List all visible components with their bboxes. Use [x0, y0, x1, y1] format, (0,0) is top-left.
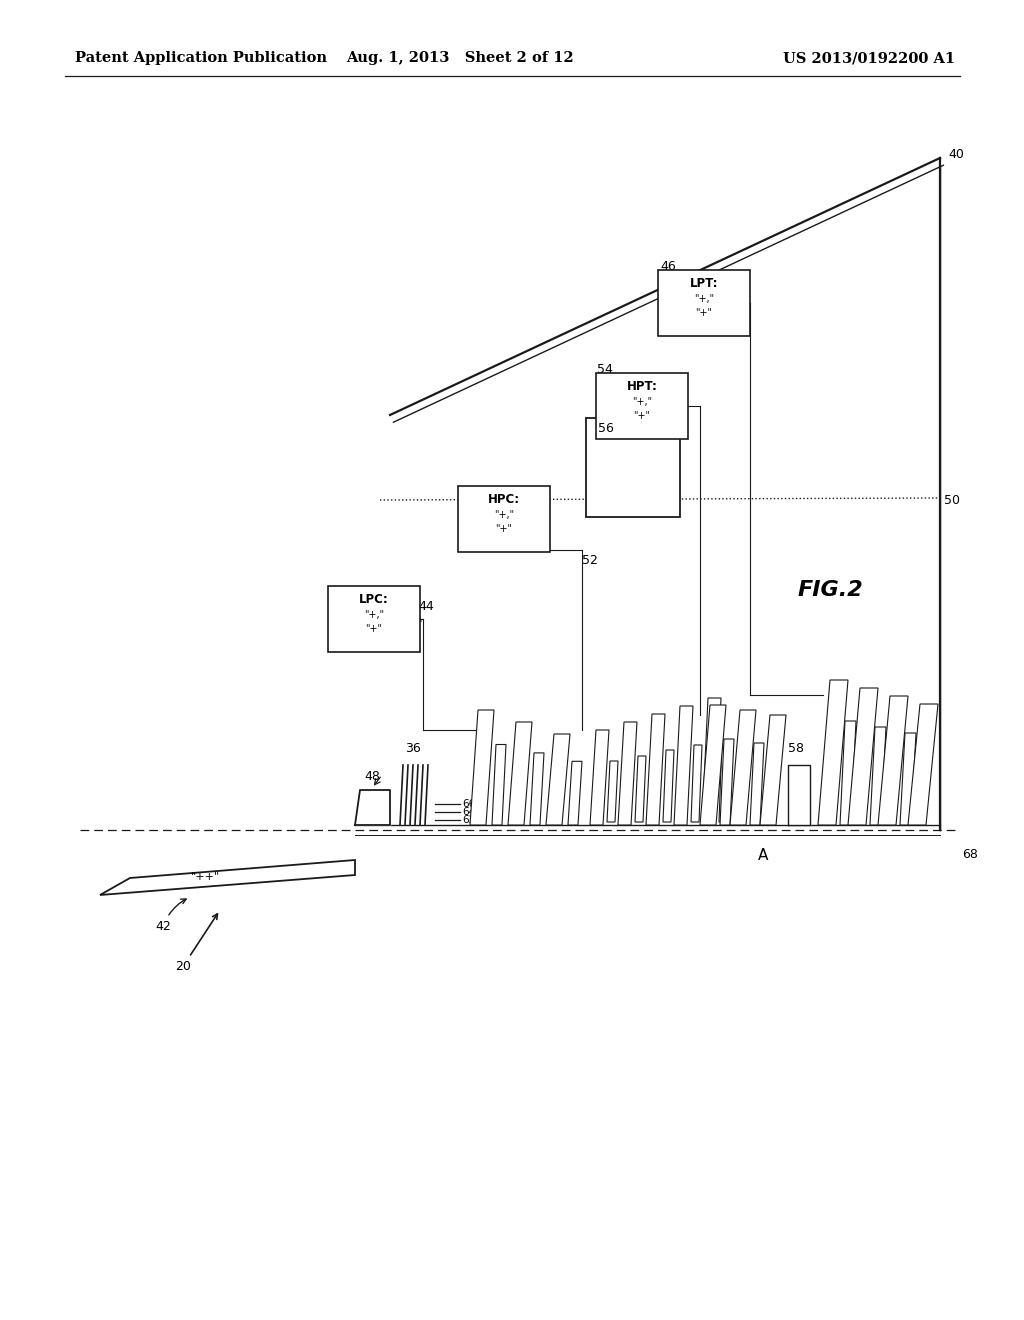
Text: "++": "++" [190, 873, 219, 882]
Polygon shape [730, 710, 756, 825]
Polygon shape [700, 705, 726, 825]
Text: HPC:: HPC: [488, 492, 520, 506]
Polygon shape [760, 715, 786, 825]
Text: "+": "+" [695, 308, 713, 318]
Text: LPC:: LPC: [359, 593, 389, 606]
Polygon shape [691, 744, 702, 822]
Text: Aug. 1, 2013   Sheet 2 of 12: Aug. 1, 2013 Sheet 2 of 12 [346, 51, 573, 65]
Text: US 2013/0192200 A1: US 2013/0192200 A1 [783, 51, 955, 65]
Polygon shape [618, 722, 637, 825]
Polygon shape [788, 766, 810, 825]
Text: 58: 58 [788, 742, 804, 755]
Polygon shape [546, 734, 570, 825]
Polygon shape [818, 680, 848, 825]
Polygon shape [719, 741, 730, 822]
Text: 48: 48 [365, 770, 380, 783]
Polygon shape [878, 696, 908, 825]
FancyBboxPatch shape [658, 271, 750, 337]
Text: 52: 52 [582, 554, 598, 568]
Text: Patent Application Publication: Patent Application Publication [75, 51, 327, 65]
Text: 20: 20 [175, 913, 217, 973]
Polygon shape [568, 762, 582, 825]
Text: "+,": "+," [494, 510, 514, 520]
Text: FIG.2: FIG.2 [797, 579, 863, 601]
Text: 68: 68 [962, 847, 978, 861]
Polygon shape [100, 861, 355, 895]
Text: "+": "+" [366, 624, 383, 634]
Text: A: A [758, 847, 768, 863]
Text: 66: 66 [462, 799, 475, 809]
Polygon shape [646, 714, 665, 825]
Text: "+": "+" [634, 411, 650, 421]
FancyBboxPatch shape [458, 486, 550, 552]
Text: "+,": "+," [364, 610, 384, 620]
Polygon shape [720, 739, 734, 825]
Text: 64: 64 [462, 807, 475, 817]
Text: LPT:: LPT: [690, 277, 718, 290]
Text: "+,": "+," [694, 294, 714, 304]
Polygon shape [663, 750, 674, 822]
Text: 46: 46 [660, 260, 676, 273]
Polygon shape [470, 710, 494, 825]
Text: 44: 44 [418, 601, 434, 612]
Polygon shape [870, 727, 886, 825]
FancyBboxPatch shape [328, 586, 420, 652]
Polygon shape [607, 762, 618, 822]
FancyBboxPatch shape [596, 374, 688, 440]
Polygon shape [492, 744, 506, 825]
Text: "+": "+" [496, 524, 512, 535]
Polygon shape [900, 733, 916, 825]
Text: HPT:: HPT: [627, 380, 657, 393]
Polygon shape [355, 789, 390, 825]
Polygon shape [590, 730, 609, 825]
Text: "+,": "+," [632, 397, 652, 407]
Text: 36: 36 [406, 742, 421, 755]
Text: 56: 56 [598, 422, 613, 436]
Polygon shape [750, 743, 764, 825]
Polygon shape [848, 688, 878, 825]
Text: 54: 54 [597, 363, 613, 376]
Polygon shape [702, 698, 721, 825]
Polygon shape [508, 722, 532, 825]
Text: 62: 62 [462, 814, 475, 825]
Polygon shape [635, 756, 646, 822]
Polygon shape [674, 706, 693, 825]
Polygon shape [530, 752, 544, 825]
Polygon shape [840, 721, 856, 825]
Text: 40: 40 [948, 149, 964, 161]
Text: 50: 50 [944, 494, 961, 507]
Polygon shape [908, 704, 938, 825]
Text: 42: 42 [155, 899, 186, 933]
FancyBboxPatch shape [586, 418, 680, 517]
